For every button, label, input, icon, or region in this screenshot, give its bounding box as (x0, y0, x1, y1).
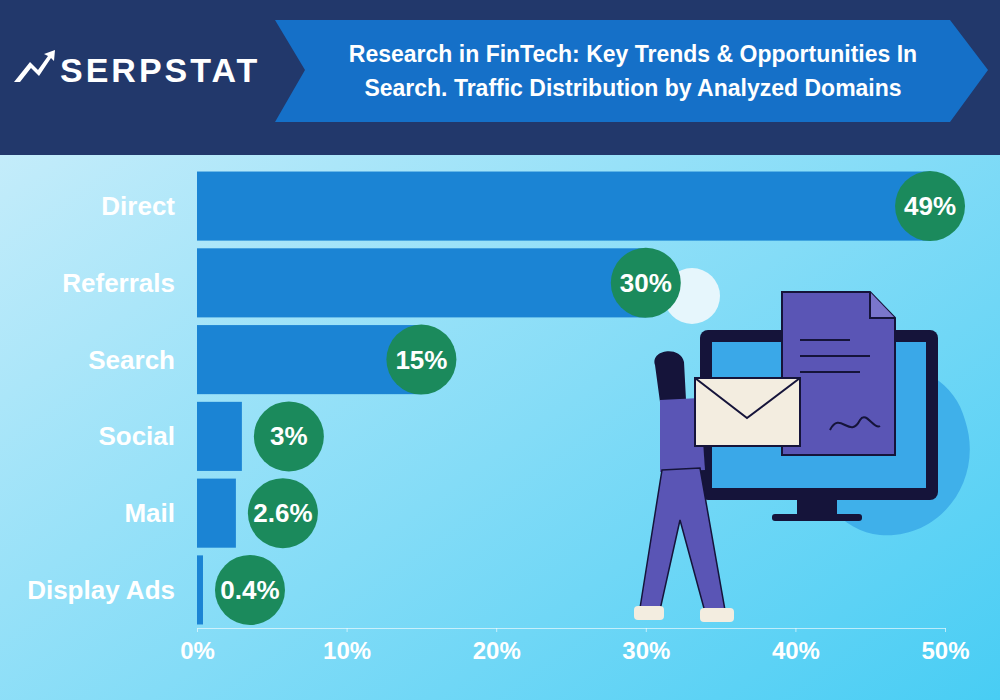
logo-text: SERPSTAT (60, 51, 260, 89)
title-line: Research in FinTech: Key Trends & Opport… (349, 41, 917, 67)
document-signature (830, 417, 880, 430)
x-tick-label: 0% (180, 637, 215, 664)
bar (197, 248, 646, 317)
category-label: Mail (124, 498, 175, 528)
logo: SERPSTAT (14, 50, 260, 89)
envelope (695, 378, 800, 446)
monitor-stand (797, 500, 837, 516)
bars (197, 172, 930, 625)
data-label: 2.6% (253, 498, 312, 528)
x-axis-line (198, 628, 946, 629)
label-badge (895, 171, 965, 241)
x-tick-mark (496, 628, 497, 632)
x-tick: 40% (772, 628, 820, 664)
category-label: Display Ads (27, 575, 175, 605)
monitor-base (772, 514, 862, 521)
header-band (0, 0, 1000, 155)
background (0, 0, 1000, 700)
x-tick-mark (795, 628, 796, 632)
label-badge (386, 325, 456, 395)
x-tick-mark (197, 628, 198, 632)
x-tick-label: 10% (323, 637, 371, 664)
bar (197, 479, 236, 548)
chart: SERPSTAT Research in FinTech: Key Trends … (0, 0, 1000, 700)
x-tick: 50% (921, 628, 969, 664)
label-badge (215, 555, 285, 625)
label-badge (248, 478, 318, 548)
category-label: Social (98, 421, 175, 451)
category-label: Search (88, 345, 175, 375)
person-shoe (700, 608, 734, 622)
document-line (800, 371, 860, 373)
person-legs (640, 468, 725, 612)
envelope-flap (695, 378, 800, 418)
document-line (800, 355, 870, 357)
x-tick: 0% (180, 628, 215, 664)
x-axis: 0% 10% 20% 30% 40% 50% (180, 628, 969, 664)
x-tick-mark (347, 628, 348, 632)
document-line (800, 339, 850, 341)
x-tick-mark (945, 628, 946, 632)
x-tick-label: 50% (921, 637, 969, 664)
person-hair (654, 351, 686, 402)
document-fold (870, 292, 895, 318)
category-labels: Direct Referrals Search Social Mail Display A… (27, 191, 175, 605)
label-badge (254, 401, 324, 471)
illustration (634, 268, 970, 622)
x-tick-label: 30% (622, 637, 670, 664)
title: Research in FinTech: Key Trends & Opport… (349, 41, 917, 101)
title-line: Search. Traffic Distribution by Analyzed… (364, 75, 901, 101)
title-banner (275, 20, 988, 122)
bar (197, 172, 930, 241)
data-label: 15% (395, 345, 447, 375)
data-labels: 49% 30% 15% 3% 2.6% 0.4% (215, 171, 965, 625)
data-label: 30% (620, 268, 672, 298)
person-shoe (634, 606, 664, 620)
x-tick-label: 40% (772, 637, 820, 664)
category-label: Direct (101, 191, 175, 221)
x-tick-mark (646, 628, 647, 632)
x-tick: 10% (323, 628, 371, 664)
logo-icon (14, 50, 55, 82)
data-label: 49% (904, 191, 956, 221)
data-label: 0.4% (220, 575, 279, 605)
bar (197, 402, 242, 471)
x-tick: 30% (622, 628, 670, 664)
x-tick-label: 20% (473, 637, 521, 664)
x-tick: 20% (473, 628, 521, 664)
label-badge (611, 248, 681, 318)
data-label: 3% (270, 421, 308, 451)
bar (197, 555, 203, 624)
category-label: Referrals (62, 268, 175, 298)
